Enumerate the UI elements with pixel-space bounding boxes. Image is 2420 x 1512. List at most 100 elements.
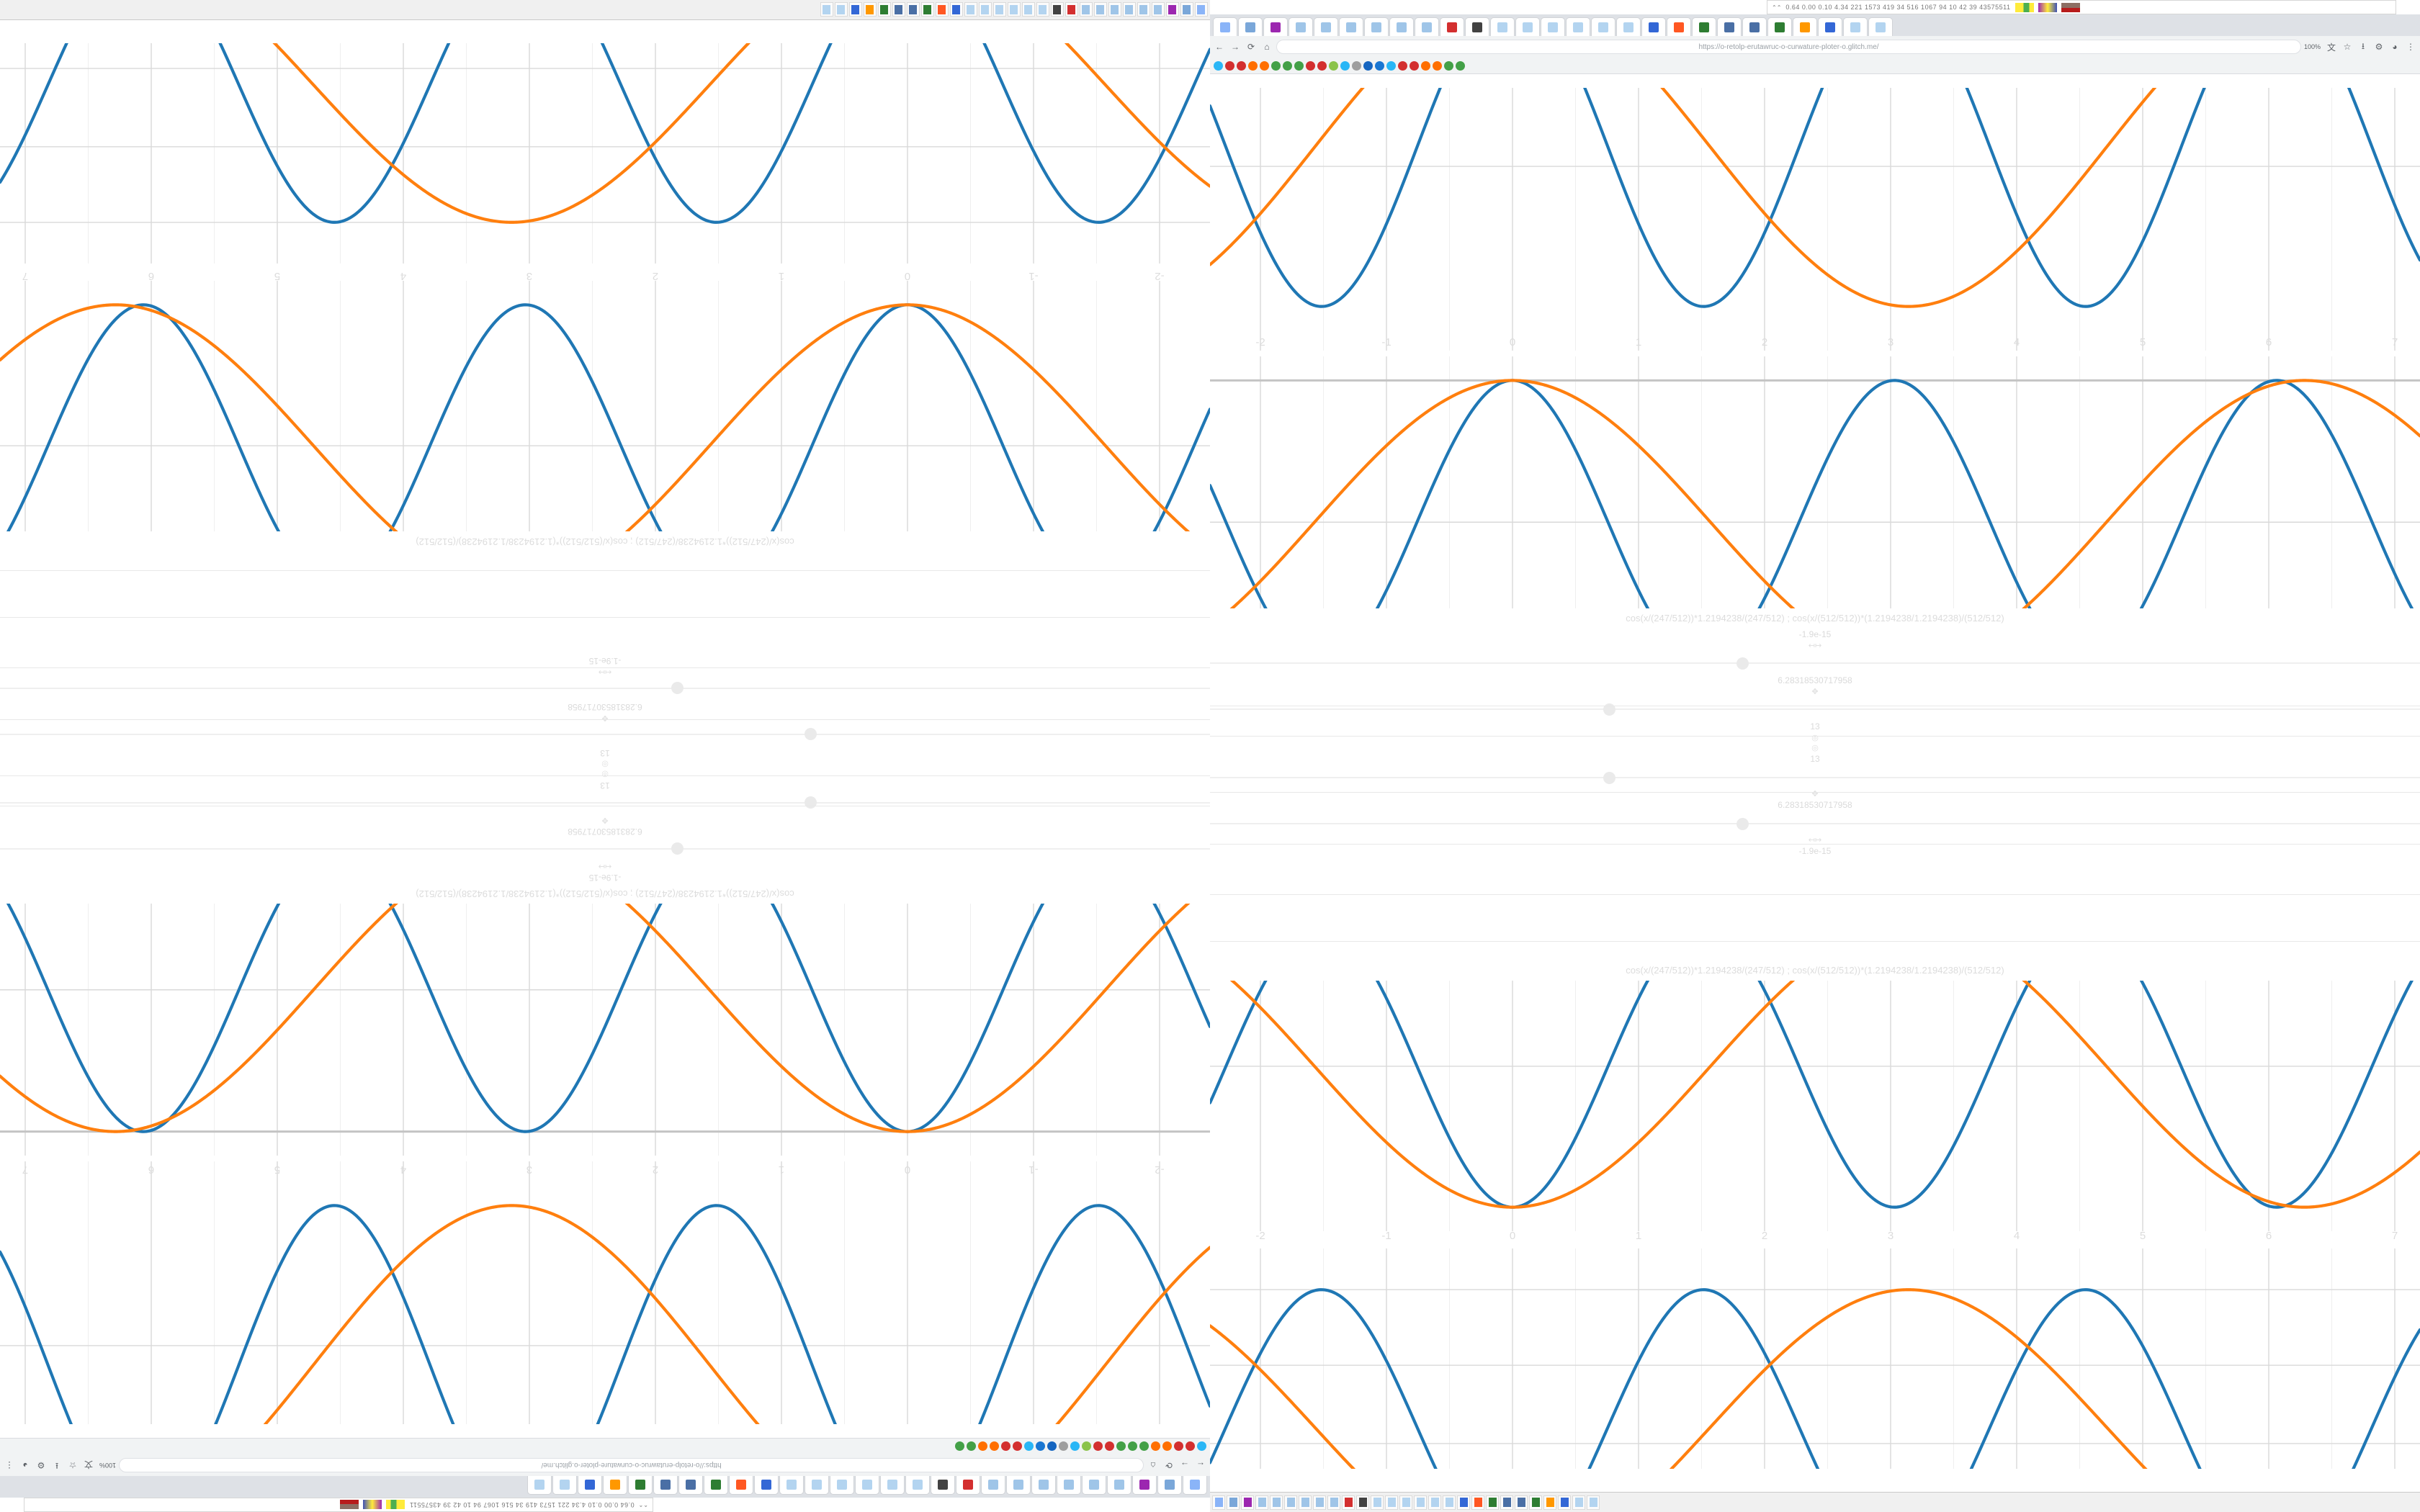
extension-icon[interactable] — [1059, 1441, 1068, 1452]
parameter-slider[interactable] — [1210, 765, 2420, 789]
taskbar-item[interactable] — [993, 2, 1006, 17]
browser-tab[interactable] — [1238, 17, 1263, 36]
parameter-slider[interactable] — [0, 791, 1210, 815]
plot-canvas[interactable] — [1210, 981, 2420, 1231]
slider-thumb[interactable] — [804, 796, 817, 809]
browser-tab[interactable] — [1183, 1476, 1207, 1495]
extension-icon[interactable] — [1375, 60, 1384, 71]
extension-icon[interactable] — [1116, 1441, 1126, 1452]
taskbar-item[interactable] — [820, 2, 833, 17]
browser-tab[interactable] — [1818, 17, 1842, 36]
tab-strip[interactable] — [1210, 14, 2420, 36]
taskbar-item[interactable] — [907, 2, 920, 17]
extension-icon[interactable] — [1363, 60, 1373, 71]
browser-tab[interactable] — [1767, 17, 1792, 36]
browser-tab[interactable] — [1031, 1476, 1056, 1495]
browser-tab[interactable] — [1742, 17, 1767, 36]
taskbar-item[interactable] — [1094, 2, 1107, 17]
browser-tab[interactable] — [729, 1476, 753, 1495]
extension-icon[interactable] — [1340, 60, 1350, 71]
browser-tab[interactable] — [1566, 17, 1590, 36]
download-icon[interactable]: ⭳ — [55, 1461, 59, 1472]
taskbar-item[interactable] — [1342, 1495, 1355, 1510]
taskbar[interactable] — [0, 0, 1210, 20]
taskbar-item[interactable] — [979, 2, 992, 17]
back-icon[interactable]: ← — [1196, 1460, 1205, 1470]
plot-canvas[interactable] — [1210, 88, 2420, 351]
plot-canvas[interactable] — [0, 43, 1210, 264]
browser-tab[interactable] — [1006, 1476, 1031, 1495]
extension-icon[interactable] — [1271, 60, 1281, 71]
reload-icon[interactable]: ⟳ — [1247, 42, 1255, 52]
browser-tab[interactable] — [1132, 1476, 1157, 1495]
extension-icon[interactable] — [1433, 60, 1442, 71]
extension-icon[interactable] — [1283, 60, 1292, 71]
taskbar-item[interactable] — [1227, 1495, 1240, 1510]
taskbar-item[interactable] — [1313, 1495, 1326, 1510]
browser-tab[interactable] — [653, 1476, 678, 1495]
extension-icon[interactable] — [1237, 60, 1246, 71]
taskbar-item[interactable] — [964, 2, 977, 17]
taskbar-item[interactable] — [1543, 1495, 1556, 1510]
forward-icon[interactable]: → — [1231, 42, 1240, 52]
extension-icon[interactable] — [1013, 1441, 1022, 1452]
taskbar-item[interactable] — [1457, 1495, 1470, 1510]
three-dots-icon[interactable]: ⋮ — [5, 1460, 14, 1470]
taskbar-item[interactable] — [878, 2, 891, 17]
taskbar-item[interactable] — [1123, 2, 1136, 17]
browser-tab[interactable] — [1717, 17, 1742, 36]
taskbar-item[interactable] — [1255, 1495, 1268, 1510]
slider-thumb[interactable] — [671, 842, 684, 855]
extension-icon[interactable] — [1248, 60, 1258, 71]
extension-icon[interactable] — [1398, 60, 1407, 71]
plot-canvas[interactable] — [0, 281, 1210, 531]
parameter-slider[interactable] — [1210, 697, 2420, 721]
browser-tab[interactable] — [1415, 17, 1439, 36]
browser-tab[interactable] — [1263, 17, 1288, 36]
taskbar-item[interactable] — [1500, 1495, 1513, 1510]
browser-tab[interactable] — [1157, 1476, 1182, 1495]
extension-icon[interactable] — [1047, 1441, 1057, 1452]
extension-icon[interactable] — [1214, 60, 1223, 71]
browser-tab[interactable] — [754, 1476, 779, 1495]
browser-tab[interactable] — [578, 1476, 602, 1495]
browser-tab[interactable] — [1667, 17, 1691, 36]
browser-tab[interactable] — [704, 1476, 728, 1495]
browser-tab[interactable] — [1616, 17, 1641, 36]
browser-tab[interactable] — [1692, 17, 1716, 36]
slider-thumb[interactable] — [1603, 772, 1616, 784]
slider-thumb[interactable] — [1736, 657, 1749, 670]
browser-tab[interactable] — [1490, 17, 1515, 36]
star-icon[interactable]: ☆ — [2343, 42, 2352, 52]
parameter-slider[interactable] — [0, 723, 1210, 747]
browser-tab[interactable] — [956, 1476, 980, 1495]
three-dots-icon[interactable]: ⋮ — [2406, 42, 2415, 52]
taskbar-item[interactable] — [1152, 2, 1165, 17]
browser-tab[interactable] — [905, 1476, 930, 1495]
extension-icon[interactable] — [1329, 60, 1338, 71]
taskbar-item[interactable] — [1471, 1495, 1484, 1510]
taskbar-item[interactable] — [1327, 1495, 1340, 1510]
parameter-slider[interactable] — [1210, 651, 2420, 675]
taskbar-item[interactable] — [1180, 2, 1193, 17]
taskbar-item[interactable] — [1051, 2, 1064, 17]
extension-icon[interactable] — [1456, 60, 1465, 71]
browser-tab[interactable] — [628, 1476, 653, 1495]
home-icon[interactable]: ⌂ — [1150, 1460, 1156, 1470]
reload-icon[interactable]: ⟳ — [1165, 1460, 1173, 1470]
taskbar-item[interactable] — [1399, 1495, 1412, 1510]
taskbar-item[interactable] — [1284, 1495, 1297, 1510]
browser-tab[interactable] — [931, 1476, 955, 1495]
taskbar-item[interactable] — [1515, 1495, 1528, 1510]
tab-strip[interactable] — [0, 1476, 1210, 1498]
taskbar-item[interactable] — [1166, 2, 1179, 17]
taskbar-item[interactable] — [1356, 1495, 1369, 1510]
extension-icon[interactable] — [1082, 1441, 1091, 1452]
extension-icon[interactable] — [1410, 60, 1419, 71]
taskbar-item[interactable] — [1572, 1495, 1585, 1510]
taskbar-item[interactable] — [1385, 1495, 1398, 1510]
slider-thumb[interactable] — [804, 728, 817, 740]
avatar-icon[interactable]: ◕ — [22, 1460, 28, 1470]
plot-canvas[interactable] — [1210, 1248, 2420, 1469]
extension-icon[interactable] — [1036, 1441, 1045, 1452]
